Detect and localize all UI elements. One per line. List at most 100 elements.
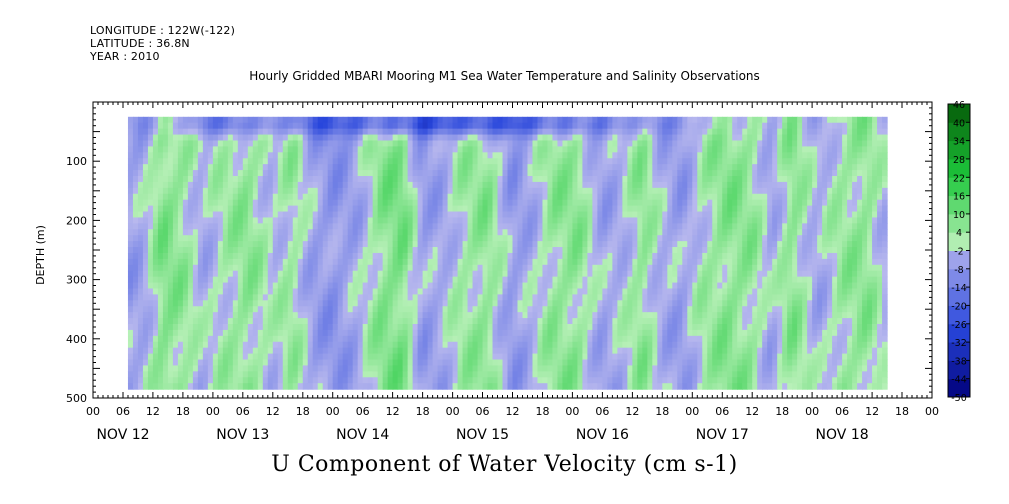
heat-cell [597,258,603,266]
heat-cell [402,152,409,159]
heat-cell [567,128,574,136]
heat-cell [492,288,499,295]
heat-cell [347,199,354,207]
heat-cell [162,164,169,171]
heat-cell [482,235,489,242]
heat-cell [597,347,603,355]
heat-cell [317,181,324,189]
heat-cell [477,306,484,313]
heat-cell [602,294,608,301]
heat-cell [237,270,244,278]
heat-cell [457,164,464,171]
heat-cell [602,329,608,337]
heat-cell [252,383,259,390]
heat-cell [142,282,149,290]
heat-cell [157,294,164,301]
heat-cell [137,383,144,390]
heat-cell [572,359,579,367]
heat-cell [637,294,643,301]
heat-cell [232,211,239,219]
heat-cell [467,134,474,142]
heat-cell [467,294,474,301]
heat-cell [457,371,464,378]
heat-cell [512,241,519,248]
heat-cell [317,122,324,130]
heat-cell [167,294,174,301]
heat-cell [267,223,274,230]
heat-cell [492,205,499,213]
heat-cell [522,270,529,278]
heat-cell [502,377,509,384]
heat-cell [412,247,419,254]
heat-cell [612,282,618,290]
heat-cell [287,181,294,189]
heat-cell [232,264,239,272]
heat-cell [542,187,549,195]
heat-cell [597,187,603,195]
heat-cell [187,258,194,266]
heat-cell [642,223,648,230]
heat-cell [652,264,658,272]
heat-cell [572,134,579,142]
heat-cell [322,223,329,230]
heat-cell [342,347,349,355]
heat-cell [222,140,229,147]
heat-cell [552,359,559,367]
heat-cell [472,318,479,325]
heat-cell [417,252,424,260]
heat-cell [452,371,459,378]
heat-cell [347,383,354,390]
heat-cell [647,318,653,325]
heat-cell [332,176,339,183]
heat-cell [127,247,134,254]
heat-cell [652,134,658,142]
heat-cell [562,371,569,378]
heat-cell [212,365,219,372]
heat-cell [177,270,184,278]
heat-cell [282,300,289,307]
heat-cell [622,359,628,367]
heat-cell [397,294,404,301]
heat-cell [552,276,559,284]
heat-cell [262,377,269,384]
heat-cell [252,223,259,230]
heat-cell [332,312,339,319]
heat-cell [177,335,184,343]
heat-cell [422,383,429,390]
heat-cell [667,199,673,207]
heat-cell [527,359,534,367]
heat-cell [147,341,154,349]
heat-cell [287,217,294,224]
heat-cell [242,312,249,319]
heat-cell [382,329,389,337]
heat-cell [572,187,579,195]
heat-cell [257,312,264,319]
heat-cell [337,324,344,331]
heat-cell [377,146,384,153]
heat-cell [412,329,419,337]
heat-cell [572,158,579,165]
heat-cell [312,324,319,331]
heat-cell [617,324,623,331]
heat-cell [232,241,239,248]
heat-cell [142,276,149,284]
heat-cell [552,128,559,136]
heat-cell [247,377,254,384]
heat-cell [647,294,653,301]
heat-cell [402,294,409,301]
heat-cell [452,187,459,195]
heat-cell [237,258,244,266]
heat-cell [562,359,569,367]
heat-cell [257,329,264,337]
heat-cell [322,347,329,355]
heat-cell [462,318,469,325]
heat-cell [497,235,504,242]
heat-cell [497,270,504,278]
heat-cell [177,181,184,189]
heat-cell [277,170,284,177]
heat-cell [367,288,374,295]
heat-cell [287,116,294,124]
heat-cell [272,158,279,165]
heat-cell [602,241,608,248]
heat-cell [507,276,514,284]
